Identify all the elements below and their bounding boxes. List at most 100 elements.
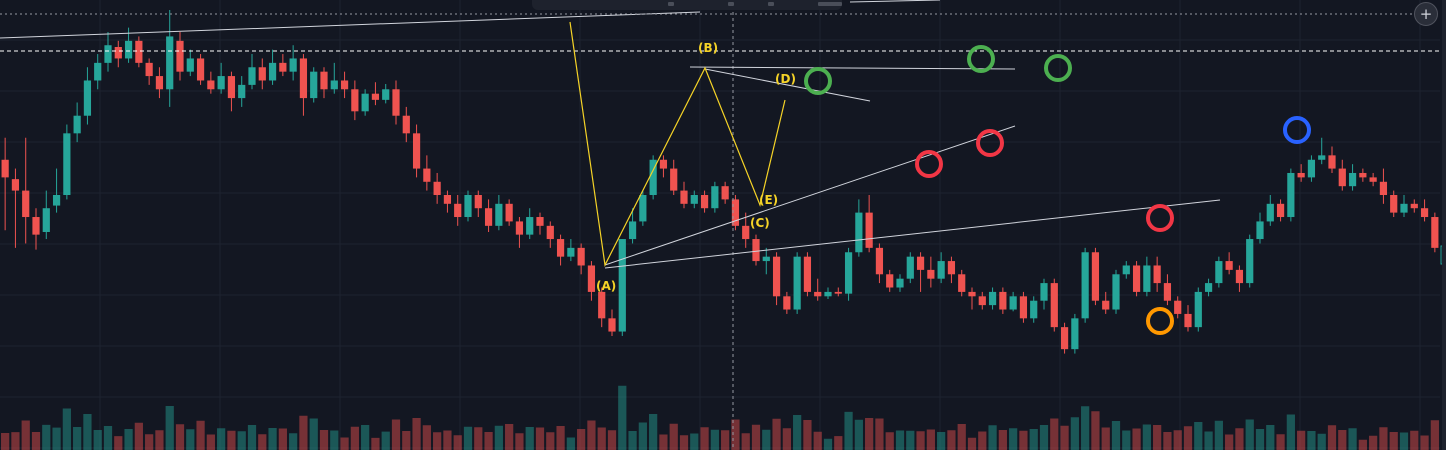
candle-body [783, 296, 791, 310]
price-scale-edge [1442, 0, 1446, 450]
volume-bar [710, 429, 719, 450]
candle-body [680, 190, 688, 204]
volume-bar [309, 418, 318, 450]
candle-body [1297, 172, 1305, 178]
volume-bar [391, 419, 401, 450]
candle-body [454, 203, 462, 218]
volume-bar [546, 432, 555, 450]
candle-body [1400, 203, 1408, 213]
candle-body [968, 291, 976, 297]
volume-bar [1163, 432, 1172, 450]
volume-bar [1142, 424, 1151, 450]
volume-bar [556, 426, 565, 450]
candle-body [1420, 208, 1429, 218]
candle-body [536, 217, 544, 226]
candle-body [207, 80, 215, 90]
candle-body [464, 195, 472, 218]
volume-bar [751, 424, 761, 450]
candle-body [382, 89, 390, 100]
volume-bar [258, 434, 267, 450]
candle-body [896, 278, 904, 288]
volume-bar [340, 437, 349, 450]
add-plus-button[interactable]: + [1414, 2, 1438, 26]
wave-label-a: (A) [596, 279, 616, 293]
volume-bar [618, 385, 627, 450]
volume-bar [659, 434, 668, 450]
volume-bar [1153, 425, 1162, 450]
volume-bar [505, 424, 514, 450]
candle-body [83, 80, 92, 116]
candle-body [762, 256, 770, 262]
candle-body [227, 76, 236, 99]
candle-body [772, 256, 781, 297]
candle-body [42, 208, 50, 232]
volume-bar [412, 418, 421, 450]
drawing-toolbar[interactable] [532, 0, 842, 10]
candle-body [155, 76, 164, 90]
volume-bar [42, 424, 51, 450]
volume-bar [1235, 428, 1244, 450]
candle-body [1184, 313, 1192, 328]
volume-bar [1194, 422, 1203, 450]
candle-body [1318, 155, 1326, 160]
volume-bar [165, 406, 174, 450]
candle-body [176, 40, 184, 72]
volume-bar [1255, 429, 1265, 450]
volume-bar [93, 430, 102, 450]
volume-bar [1389, 432, 1398, 450]
candle-body [515, 221, 524, 235]
candle-body [484, 208, 493, 226]
candle-body [1163, 283, 1172, 301]
long-support-line [604, 199, 1221, 269]
volume-bar [566, 437, 575, 450]
candle-body [32, 217, 40, 235]
wave-label-d: (D) [775, 72, 796, 86]
candle-body [1091, 252, 1100, 301]
candle-body [844, 252, 853, 294]
volume-bar [103, 426, 113, 450]
volume-bar [62, 408, 71, 450]
volume-bar [700, 427, 709, 450]
volume-bar [1348, 428, 1357, 450]
candle-body [1369, 177, 1377, 182]
candle-body [299, 58, 308, 99]
volume-bar [721, 430, 730, 450]
volume-bar [906, 430, 915, 450]
candle-body [279, 62, 287, 72]
candle-body [906, 256, 914, 279]
candle-body [135, 40, 143, 63]
candle-body [1071, 318, 1079, 350]
candle-body [742, 225, 750, 240]
candle-body [124, 40, 133, 59]
candle-body [1348, 172, 1357, 187]
candle-body [608, 318, 616, 332]
marker-green-3 [1044, 54, 1072, 82]
candle-body [104, 45, 112, 63]
wave-path [569, 21, 786, 267]
volume-bar [175, 424, 185, 450]
candle-body [1225, 261, 1233, 270]
volume-bar [83, 414, 92, 450]
volume-bar [803, 420, 812, 450]
volume-bar [998, 430, 1007, 450]
volume-bar [494, 425, 503, 450]
candle-body [166, 36, 174, 90]
volume-bar [1091, 411, 1100, 450]
volume-bar [628, 431, 637, 450]
volume-bar [1081, 406, 1090, 450]
marker-orange [1146, 307, 1174, 335]
candle-body [1132, 265, 1141, 292]
candle-body [1287, 172, 1295, 218]
candle-body [402, 115, 410, 134]
volume-bar [741, 433, 750, 450]
plus-icon: + [1419, 5, 1433, 23]
volume-bar [319, 430, 329, 450]
candlesticks [1, 10, 1439, 354]
volume-bar [484, 432, 493, 450]
volume-bar [638, 422, 647, 450]
upper-triangle-line [704, 68, 871, 102]
volume-bar [690, 433, 699, 450]
volume-bar [844, 411, 853, 450]
